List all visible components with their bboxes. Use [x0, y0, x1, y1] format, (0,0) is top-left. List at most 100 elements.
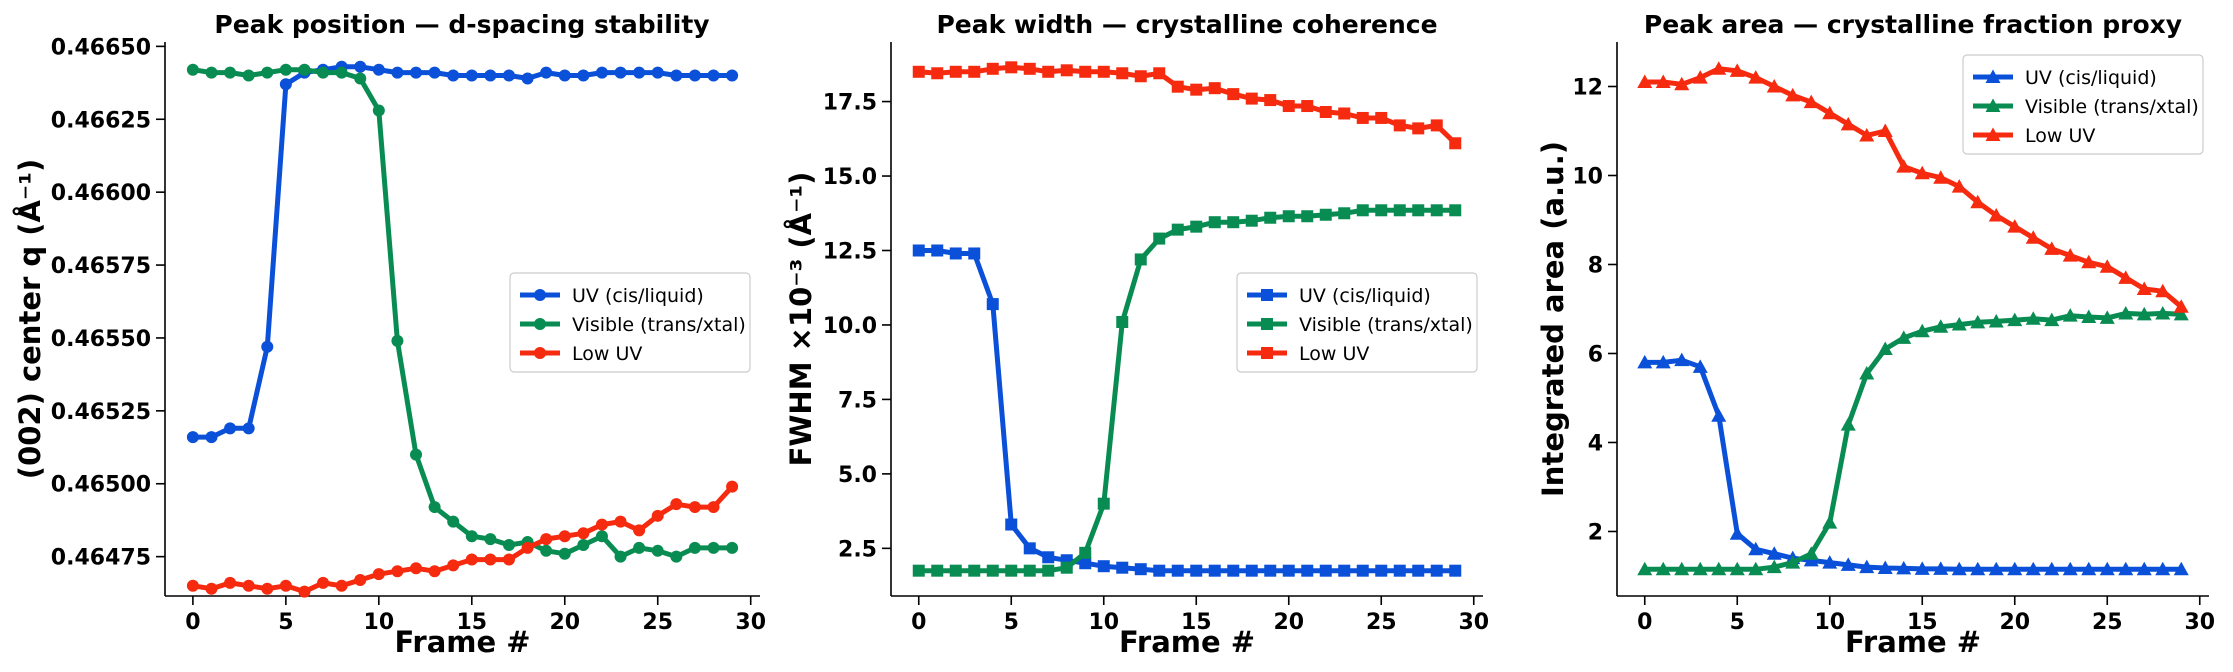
legend-label: Low UV: [2025, 125, 2095, 147]
data-point: [1097, 560, 1110, 573]
data-point: [428, 66, 441, 79]
data-point: [1227, 88, 1240, 101]
data-point: [261, 582, 274, 595]
data-point: [688, 501, 701, 514]
data-point: [1042, 551, 1055, 564]
data-point: [1060, 64, 1073, 77]
data-point: [558, 530, 571, 543]
data-point: [726, 69, 739, 82]
y-tick-label: 10.0: [823, 314, 877, 339]
panel-peak-area: Peak area — crystalline fraction proxy 0 5…: [1536, 10, 2215, 659]
panel-peak-width: Peak width — crystalline coherence 0 5 10 15…: [784, 10, 1489, 659]
data-point: [1356, 204, 1369, 217]
data-point: [1711, 408, 1727, 422]
data-point: [1803, 94, 1819, 109]
data-point: [1637, 74, 1653, 89]
data-point: [1116, 315, 1129, 328]
legend-item: Visible (trans/xtal): [1247, 314, 1473, 336]
y-axis-label: FWHM ×10⁻³ (Å⁻¹): [784, 172, 818, 467]
data-point: [1319, 208, 1332, 221]
legend-item: Low UV: [520, 343, 642, 365]
data-point: [2173, 561, 2189, 576]
legend-marker: [1261, 347, 1273, 359]
data-point: [1766, 559, 1782, 574]
data-point: [1655, 74, 1671, 89]
legend: UV (cis/liquid) Visible (trans/xtal) Low U…: [1962, 54, 2204, 155]
data-point: [2007, 561, 2023, 576]
data-point: [986, 564, 999, 577]
data-point: [1896, 159, 1912, 173]
data-point: [1134, 563, 1147, 576]
data-point: [1282, 210, 1295, 223]
data-point: [279, 63, 292, 76]
data-point: [1301, 100, 1314, 113]
data-point: [577, 538, 590, 551]
data-point: [1877, 123, 1893, 137]
data-point: [484, 69, 497, 82]
data-point: [224, 576, 237, 589]
data-point: [372, 104, 385, 117]
series-visible-trans-xtal: [186, 63, 739, 563]
data-point: [521, 541, 534, 554]
data-point: [1840, 116, 1856, 131]
data-point: [595, 530, 608, 543]
data-point: [2099, 310, 2115, 324]
data-point: [465, 69, 478, 82]
data-point: [1692, 359, 1708, 373]
data-point: [2025, 561, 2041, 576]
data-point: [2155, 561, 2171, 576]
data-point: [1319, 105, 1332, 118]
series-low-uv: [186, 480, 739, 598]
data-point: [1356, 564, 1369, 577]
data-point: [2118, 270, 2134, 284]
data-point: [670, 550, 683, 563]
data-point: [224, 66, 237, 79]
y-tick-label: 15.0: [823, 165, 877, 190]
legend-box: [509, 272, 751, 373]
data-point: [1951, 179, 1967, 193]
data-point: [317, 66, 330, 79]
legend-marker: [1985, 69, 2001, 83]
data-point: [1134, 253, 1147, 266]
y-axis-label: (002) center q (Å⁻¹): [13, 159, 47, 479]
legend-marker: [534, 318, 546, 330]
data-point: [1245, 92, 1258, 105]
x-tick-label: 5: [278, 610, 293, 635]
data-point: [1970, 314, 1986, 329]
legend-item: Visible (trans/xtal): [1973, 96, 2199, 118]
y-tick-label: 0.46525: [51, 400, 151, 425]
data-point: [1970, 561, 1986, 576]
data-point: [1674, 352, 1690, 367]
data-point: [298, 63, 311, 76]
data-point: [502, 553, 515, 566]
data-point: [1988, 313, 2004, 328]
data-point: [1449, 204, 1462, 217]
data-point: [931, 564, 944, 577]
data-point: [651, 509, 664, 522]
legend-item: UV (cis/liquid): [1973, 67, 2157, 89]
x-axis-label: Frame #: [1845, 625, 1981, 659]
data-point: [931, 244, 944, 257]
data-point: [2007, 312, 2023, 327]
data-point: [1655, 354, 1671, 369]
series-uv-cis-liquid: [912, 244, 1462, 577]
data-point: [540, 66, 553, 79]
series-uv-cis-liquid: [1637, 352, 2189, 576]
data-point: [1282, 564, 1295, 577]
data-point: [335, 579, 348, 592]
legend-label: UV (cis/liquid): [2025, 67, 2157, 89]
data-point: [502, 538, 515, 551]
y-tick-label: 0.46575: [51, 254, 151, 279]
data-point: [1338, 207, 1351, 220]
data-point: [670, 498, 683, 511]
data-point: [986, 298, 999, 311]
series-line: [916, 64, 1458, 146]
x-axis-label: Frame #: [394, 625, 530, 659]
data-point: [968, 247, 981, 260]
x-tick-label: 30: [1458, 610, 1489, 635]
data-point: [1245, 564, 1258, 577]
data-point: [986, 62, 999, 75]
data-point: [1023, 542, 1036, 555]
data-point: [726, 480, 739, 493]
data-point: [1005, 518, 1018, 531]
